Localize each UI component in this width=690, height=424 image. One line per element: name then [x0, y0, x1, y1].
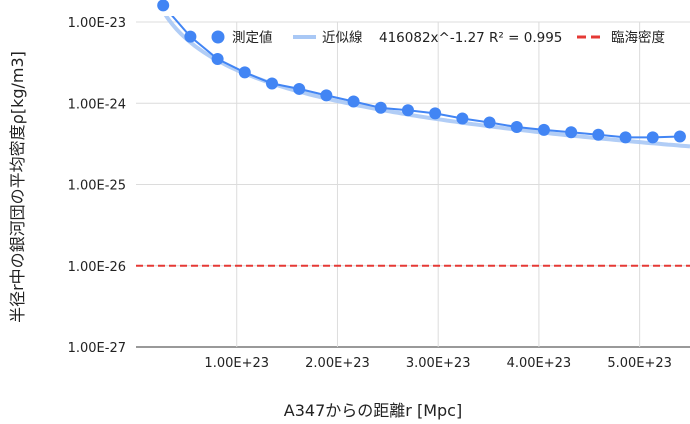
gridlines [136, 21, 690, 348]
data-point [293, 82, 306, 95]
y-tick-label: 1.00E-27 [68, 341, 126, 356]
data-point [537, 123, 550, 136]
data-point [238, 66, 251, 79]
data-point [456, 112, 469, 125]
data-point [565, 126, 578, 139]
data-point [619, 131, 632, 144]
trendline [163, 16, 690, 149]
data-point [646, 131, 659, 144]
y-tick-label: 1.00E-25 [68, 179, 126, 194]
x-tick-label: 2.00E+23 [305, 356, 370, 371]
x-tick-label: 4.00E+23 [507, 356, 572, 371]
y-tick-label: 1.00E-26 [68, 260, 126, 275]
data-point [374, 101, 387, 114]
data-point [429, 107, 442, 120]
legend-label-measured: 測定値 [232, 30, 273, 46]
data-point [510, 121, 523, 134]
y-axis-title: 半径r中の銀河団の平均密度ρ[kg/m3] [8, 51, 27, 323]
x-tick-label: 3.00E+23 [406, 356, 471, 371]
data-point [211, 53, 224, 66]
legend-label-trendline: 近似線 [322, 30, 363, 46]
y-tick-label: 1.00E-24 [68, 97, 126, 112]
x-axis-title: A347からの距離r [Mpc] [284, 401, 462, 420]
y-axis-ticks: 1.00E-27 1.00E-26 1.00E-25 1.00E-24 1.00E-23 [68, 16, 126, 356]
measured-series [157, 0, 686, 144]
legend-trendline-equation: 416082x^-1.27 R² = 0.995 [379, 30, 562, 46]
data-point [347, 95, 360, 108]
x-axis-ticks: 1.00E+23 2.00E+23 3.00E+23 4.00E+23 5.00E+23 [204, 356, 672, 371]
x-tick-label: 5.00E+23 [607, 356, 672, 371]
data-point [401, 104, 414, 117]
data-point [265, 77, 278, 90]
data-point [673, 130, 686, 143]
data-point [483, 116, 496, 129]
data-point [320, 89, 333, 102]
data-point [592, 128, 605, 141]
x-tick-label: 1.00E+23 [204, 356, 269, 371]
data-point [157, 0, 170, 12]
legend: 測定値 近似線 416082x^-1.27 R² = 0.995 臨海密度 [211, 29, 665, 46]
legend-label-critical: 臨海密度 [611, 29, 665, 46]
y-tick-label: 1.00E-23 [68, 16, 126, 31]
legend-marker-measured [211, 30, 225, 44]
data-point [184, 30, 197, 43]
trendline-series [163, 16, 690, 149]
